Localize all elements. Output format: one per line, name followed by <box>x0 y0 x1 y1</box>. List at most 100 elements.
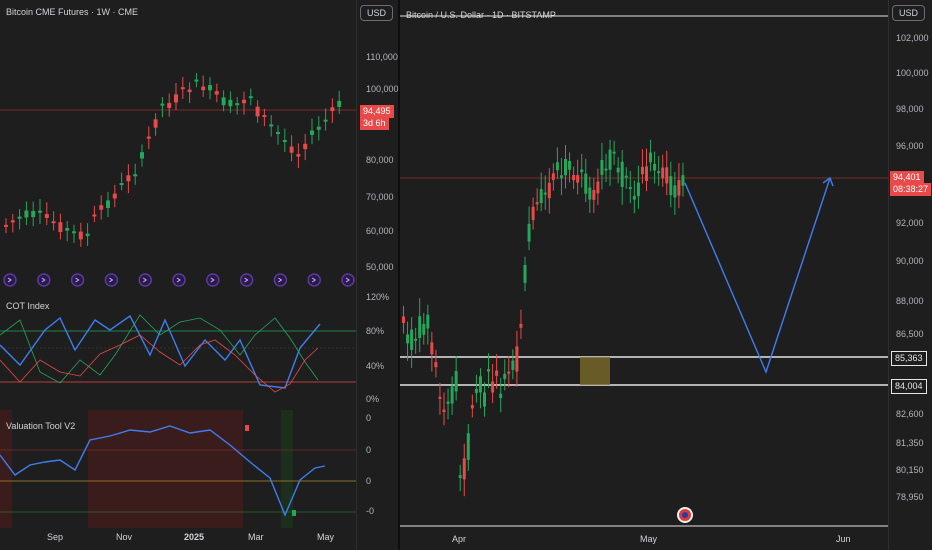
right-level-tag-84004: 84,004 <box>891 379 927 394</box>
left-chart-title: Bitcoin CME Futures · 1W · CME <box>6 7 139 17</box>
pane-divider[interactable] <box>398 0 400 550</box>
left-candle-body <box>38 210 42 213</box>
left-candle-body <box>10 220 15 223</box>
left-candle-body <box>282 140 287 143</box>
right-candle-body <box>669 176 673 196</box>
left-candle-body <box>133 174 138 177</box>
left-candle-body <box>221 97 226 106</box>
right-candle-body <box>458 475 462 479</box>
left-candle-body <box>214 91 219 95</box>
left-countdown-tag: 3d 6h <box>360 117 389 130</box>
right-candle-body <box>442 409 446 413</box>
left-candle-body <box>92 214 97 217</box>
left-candle-body <box>180 87 185 90</box>
right-candle-body <box>665 167 669 184</box>
left-currency-button[interactable]: USD <box>360 5 394 21</box>
right-candle-body <box>673 185 677 198</box>
right-candle-body <box>450 386 454 404</box>
right-projection-arrow-icon <box>822 176 834 187</box>
right-tick-82600: 82,600 <box>896 409 924 419</box>
right-tick-98000: 98,000 <box>896 104 924 114</box>
left-event-marker-glyph <box>244 277 249 283</box>
left-month-2025: 2025 <box>184 532 205 542</box>
right-candle-body <box>616 167 620 173</box>
right-candle-body <box>406 334 410 344</box>
right-candle-body <box>588 187 592 200</box>
right-candle-body <box>519 323 523 328</box>
left-event-marker-icon <box>3 273 17 287</box>
right-candle-body <box>657 171 661 174</box>
left-candle-body <box>208 84 212 91</box>
left-candle-body <box>303 143 308 150</box>
cot-green-line <box>0 314 319 384</box>
left-candle-body <box>289 146 294 153</box>
left-candle-body <box>255 106 260 117</box>
right-candle-body <box>426 314 430 329</box>
right-candle-body <box>584 173 588 194</box>
right-tick-92000: 92,000 <box>896 218 924 228</box>
right-tick-86500: 86,500 <box>896 329 924 339</box>
right-currency-button[interactable]: USD <box>892 5 926 21</box>
right-month-may: May <box>640 534 658 544</box>
left-month-sep: Sep <box>47 532 64 542</box>
right-candle-body <box>535 202 539 205</box>
right-candle-body <box>507 371 511 374</box>
right-chart-canvas[interactable] <box>400 0 932 550</box>
left-chart-canvas[interactable] <box>0 0 398 550</box>
left-event-marker-icon <box>70 273 85 287</box>
right-price-axis[interactable] <box>888 0 889 550</box>
left-candle-body <box>276 132 280 135</box>
right-candle-body <box>499 393 503 399</box>
right-candle-body <box>649 152 653 163</box>
cot-index-label[interactable]: COT Index <box>6 301 50 311</box>
right-chart-title: Bitcoin / U.S. Dollar · 1D · BITSTAMP <box>406 10 556 20</box>
valuation-tick-1: 0 <box>366 413 372 423</box>
right-candle-body <box>551 173 555 180</box>
left-candle-body <box>330 107 335 112</box>
left-tick-70000: 70,000 <box>366 192 394 202</box>
valuation-red-zone-2 <box>88 410 243 528</box>
right-candle-body <box>414 338 418 341</box>
right-candle-body <box>653 163 657 171</box>
right-candle-body <box>430 342 434 355</box>
left-chart-pane[interactable]: Bitcoin CME Futures · 1W · CME USD 110,0… <box>0 0 398 550</box>
left-event-marker-icon <box>206 273 220 287</box>
left-candle-body <box>85 233 90 237</box>
cot-red-line <box>0 334 319 393</box>
right-candle-body <box>645 166 648 181</box>
right-candle-body <box>462 458 466 480</box>
right-candle-body <box>592 189 596 200</box>
right-candle-body <box>681 175 685 186</box>
left-candle-body <box>337 100 342 107</box>
cot-tick-40: 40% <box>366 361 385 371</box>
left-price-axis[interactable] <box>356 0 357 550</box>
left-candle-body <box>78 231 83 240</box>
left-candle-body <box>262 115 267 118</box>
right-candle-body <box>491 381 495 393</box>
right-candle-body <box>576 175 580 183</box>
right-candle-body <box>547 182 551 199</box>
valuation-tick-3: 0 <box>366 476 372 486</box>
left-event-marker-icon <box>104 273 119 287</box>
right-candle-body <box>677 180 681 196</box>
right-candle-body <box>410 329 414 350</box>
right-candle-body <box>487 369 491 372</box>
valuation-tool-label[interactable]: Valuation Tool V2 <box>6 421 76 431</box>
left-candle-body <box>126 175 131 182</box>
left-candle-body <box>187 89 192 93</box>
right-chart-pane[interactable]: Bitcoin / U.S. Dollar · 1D · BITSTAMP US… <box>400 0 932 550</box>
right-candle-body <box>596 181 600 194</box>
right-candle-body <box>661 167 665 179</box>
right-candle-body <box>478 376 482 393</box>
right-candle-body <box>620 161 624 187</box>
right-candle-body <box>539 189 543 204</box>
cot-tick-120: 120% <box>366 292 390 302</box>
left-candle-body <box>194 79 199 82</box>
left-month-may: May <box>317 532 335 542</box>
left-candle-body <box>44 214 49 218</box>
right-month-apr: Apr <box>452 534 467 544</box>
left-candle-body <box>242 99 246 104</box>
left-month-mar: Mar <box>248 532 264 542</box>
cot-blue-line <box>0 314 321 389</box>
right-candle-body <box>527 223 531 242</box>
